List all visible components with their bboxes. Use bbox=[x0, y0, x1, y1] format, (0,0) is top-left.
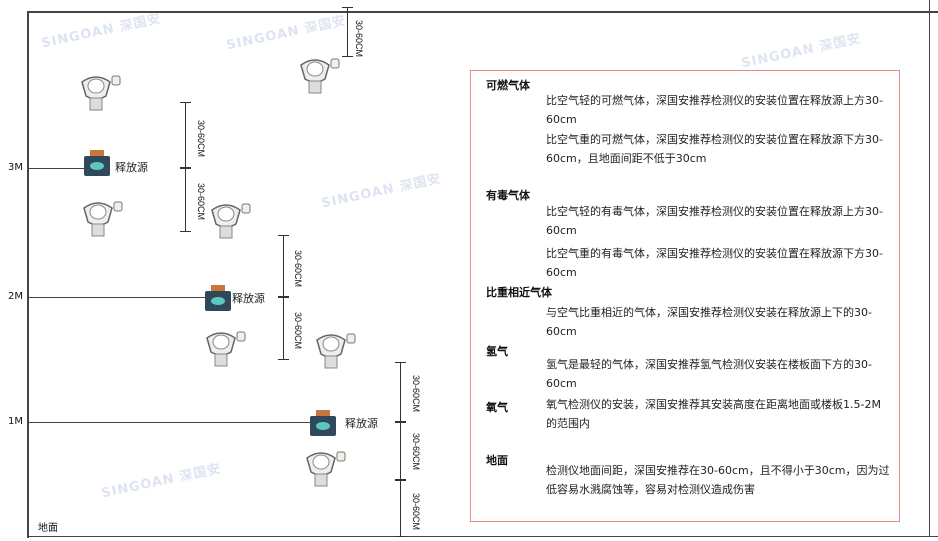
text-toxic-heavy: 比空气重的有毒气体，深国安推荐检测仪的安装位置在释放源下方30-60cm bbox=[546, 247, 883, 279]
release-source-icon bbox=[82, 150, 112, 176]
right-border bbox=[929, 0, 930, 537]
floor-label: 地面 bbox=[38, 523, 58, 534]
watermark: SINGOAN 深国安 bbox=[740, 31, 863, 72]
dimension-line bbox=[395, 480, 406, 537]
dimension-line bbox=[180, 102, 191, 168]
dimension-line bbox=[180, 168, 191, 232]
gas-detector-icon bbox=[303, 448, 347, 488]
level-label-1m: 1M bbox=[8, 416, 23, 427]
release-source-icon bbox=[203, 285, 233, 311]
watermark: SINGOAN 深国安 bbox=[40, 11, 163, 52]
ceiling-line bbox=[27, 11, 938, 13]
dimension-label: 30-60CM bbox=[411, 375, 421, 413]
release-source-icon bbox=[308, 410, 338, 436]
floor-line bbox=[27, 536, 938, 537]
release-source-label: 释放源 bbox=[345, 417, 378, 430]
heading-ground: 地面 bbox=[486, 454, 508, 467]
dimension-label: 30-60CM bbox=[196, 183, 206, 221]
gas-detector-icon bbox=[297, 55, 341, 95]
heading-oxygen: 氧气 bbox=[486, 401, 508, 414]
dimension-line bbox=[395, 422, 406, 480]
release-source-label: 释放源 bbox=[115, 161, 148, 174]
dimension-line bbox=[278, 235, 289, 297]
text-similar: 与空气比重相近的气体，深国安推荐检测仪安装在释放源上下的30-60cm bbox=[546, 306, 872, 338]
dimension-label: 30-60CM bbox=[411, 493, 421, 531]
dimension-label: 30-60CM bbox=[293, 250, 303, 288]
dimension-line bbox=[278, 297, 289, 360]
gas-detector-icon bbox=[313, 330, 357, 370]
watermark: SINGOAN 深国安 bbox=[225, 13, 348, 54]
text-oxygen: 氧气检测仪的安装，深国安推荐其安装高度在距离地面或楼板1.5-2M的范围内 bbox=[546, 398, 881, 430]
dimension-label: 30-60CM bbox=[411, 433, 421, 471]
dimension-line bbox=[395, 362, 406, 422]
text-hydrogen: 氢气是最轻的气体，深国安推荐氢气检测仪安装在楼板面下方的30-60cm bbox=[546, 358, 872, 390]
text-flammable-light: 比空气轻的可燃气体，深国安推荐检测仪的安装位置在释放源上方30-60cm bbox=[546, 94, 883, 126]
heading-toxic: 有毒气体 bbox=[486, 189, 530, 202]
level-label-2m: 2M bbox=[8, 291, 23, 302]
watermark: SINGOAN 深国安 bbox=[320, 171, 443, 212]
watermark: SINGOAN 深国安 bbox=[100, 461, 223, 502]
release-source-label: 释放源 bbox=[232, 292, 265, 305]
text-ground: 检测仪地面间距，深国安推荐在30-60cm，且不得小于30cm，因为过低容易水溅… bbox=[546, 464, 890, 496]
level-line-1m bbox=[27, 422, 310, 423]
heading-flammable: 可燃气体 bbox=[486, 79, 530, 92]
installation-guidelines-box: 可燃气体 比空气轻的可燃气体，深国安推荐检测仪的安装位置在释放源上方30-60c… bbox=[470, 70, 900, 522]
heading-hydrogen: 氢气 bbox=[486, 345, 508, 358]
dimension-label: 30-60CM bbox=[293, 312, 303, 350]
wall-line bbox=[27, 11, 29, 538]
gas-detector-icon bbox=[78, 72, 122, 112]
dimension-line bbox=[342, 7, 353, 57]
level-line-2m bbox=[27, 297, 205, 298]
level-label-3m: 3M bbox=[8, 162, 23, 173]
text-flammable-heavy: 比空气重的可燃气体，深国安推荐检测仪的安装位置在释放源下方30-60cm，且地面… bbox=[546, 133, 883, 165]
dimension-label: 30-60CM bbox=[196, 120, 206, 158]
gas-detector-icon bbox=[203, 328, 247, 368]
level-line-3m bbox=[27, 168, 85, 169]
gas-detector-icon bbox=[80, 198, 124, 238]
text-toxic-light: 比空气轻的有毒气体，深国安推荐检测仪的安装位置在释放源上方30-60cm bbox=[546, 205, 883, 237]
gas-detector-icon bbox=[208, 200, 252, 240]
dimension-label: 30-60CM bbox=[354, 20, 364, 58]
heading-similar: 比重相近气体 bbox=[486, 286, 552, 299]
